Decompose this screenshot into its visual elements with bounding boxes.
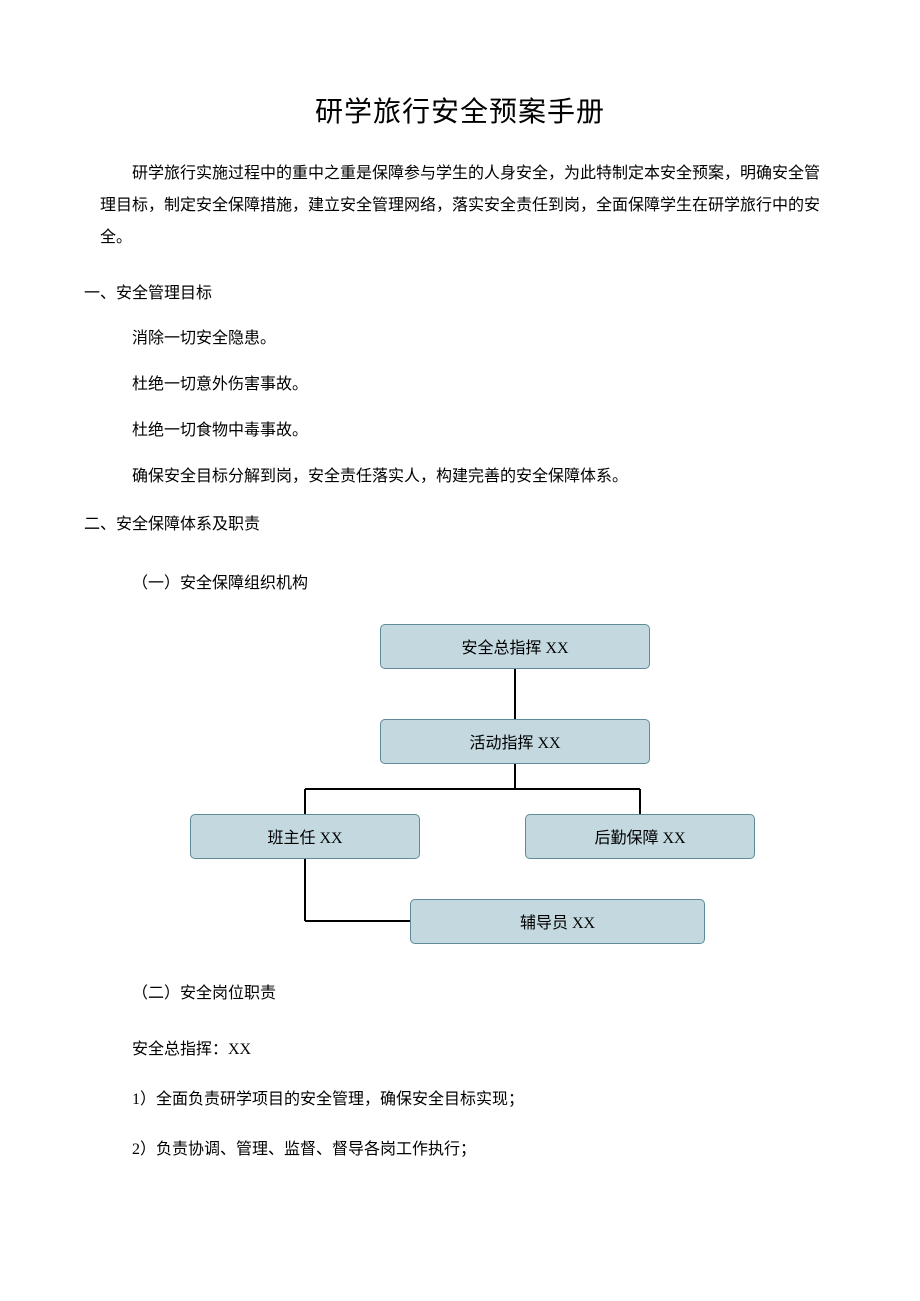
org-chart-connector <box>514 764 516 789</box>
org-chart-connector <box>305 920 410 922</box>
duty-item: 2）负责协调、管理、监督、督导各岗工作执行； <box>100 1134 820 1166</box>
org-chart: 安全总指挥 XX 活动指挥 XX 班主任 XX 后勤保障 XX 辅导员 XX <box>145 624 775 954</box>
document-page: 研学旅行安全预案手册 研学旅行实施过程中的重中之重是保障参与学生的人身安全，为此… <box>0 0 920 1301</box>
section-1-head: 一、安全管理目标 <box>84 276 820 313</box>
org-chart-connector <box>639 789 641 814</box>
section-1-item: 杜绝一切意外伤害事故。 <box>100 369 820 401</box>
org-chart-connector <box>304 789 306 814</box>
org-chart-node: 后勤保障 XX <box>525 814 755 859</box>
org-chart-connector <box>514 669 516 719</box>
section-2-head: 二、安全保障体系及职责 <box>84 507 820 544</box>
section-1-item: 确保安全目标分解到岗，安全责任落实人，构建完善的安全保障体系。 <box>100 461 820 493</box>
org-chart-node: 活动指挥 XX <box>380 719 650 764</box>
role-head: 安全总指挥：XX <box>100 1034 820 1066</box>
intro-paragraph: 研学旅行实施过程中的重中之重是保障参与学生的人身安全，为此特制定本安全预案，明确… <box>100 158 820 254</box>
section-1-item: 杜绝一切食物中毒事故。 <box>100 415 820 447</box>
duty-item: 1）全面负责研学项目的安全管理，确保安全目标实现； <box>100 1084 820 1116</box>
org-chart-node: 辅导员 XX <box>410 899 705 944</box>
org-chart-node: 安全总指挥 XX <box>380 624 650 669</box>
page-title: 研学旅行安全预案手册 <box>100 90 820 130</box>
section-2-sub-2: （二）安全岗位职责 <box>100 978 820 1010</box>
org-chart-connector <box>305 788 640 790</box>
org-chart-connector <box>304 859 306 922</box>
section-1-item: 消除一切安全隐患。 <box>100 323 820 355</box>
org-chart-node: 班主任 XX <box>190 814 420 859</box>
section-2-sub-1: （一）安全保障组织机构 <box>100 568 820 600</box>
